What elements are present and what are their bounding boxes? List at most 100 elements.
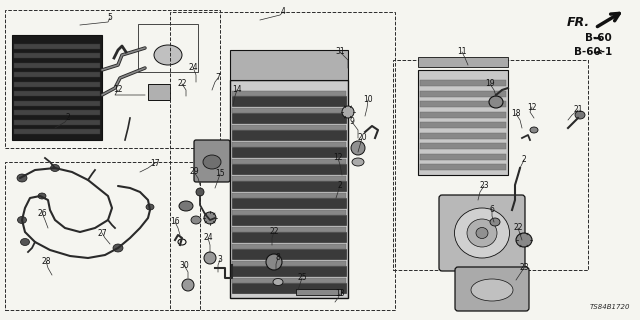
Bar [232, 215, 346, 225]
Bar [12, 35, 102, 140]
Text: 11: 11 [457, 47, 467, 57]
Bar [232, 278, 346, 283]
Bar [418, 70, 508, 175]
Bar [232, 142, 346, 147]
Text: 9: 9 [349, 117, 355, 126]
Text: 28: 28 [41, 257, 51, 266]
Ellipse shape [454, 208, 509, 258]
Bar [170, 12, 395, 310]
Text: 14: 14 [232, 85, 242, 94]
Text: 8: 8 [276, 253, 280, 262]
Bar [138, 24, 198, 72]
Bar [232, 181, 346, 191]
Ellipse shape [352, 158, 364, 166]
Ellipse shape [196, 188, 204, 196]
Text: 21: 21 [573, 106, 583, 115]
Bar [420, 122, 506, 128]
Ellipse shape [516, 233, 532, 247]
Bar [232, 227, 346, 232]
Bar [420, 154, 506, 159]
Bar [232, 283, 346, 293]
Text: 16: 16 [170, 218, 180, 227]
Bar [14, 119, 100, 124]
Text: 13: 13 [335, 290, 345, 299]
Bar [420, 111, 506, 117]
Text: 10: 10 [363, 95, 373, 105]
Text: 22: 22 [177, 79, 187, 89]
Bar [14, 72, 100, 77]
Ellipse shape [273, 278, 283, 285]
Text: 18: 18 [511, 109, 521, 118]
Text: 15: 15 [215, 170, 225, 179]
Text: 4: 4 [280, 7, 285, 17]
Ellipse shape [266, 254, 282, 270]
Bar [232, 164, 346, 174]
Ellipse shape [489, 96, 503, 108]
Text: 20: 20 [357, 133, 367, 142]
Bar [230, 80, 348, 298]
Text: 29: 29 [189, 167, 199, 177]
Bar [5, 10, 220, 148]
Ellipse shape [146, 204, 154, 210]
Bar [5, 162, 200, 310]
Ellipse shape [467, 219, 497, 247]
Text: 2: 2 [522, 156, 526, 164]
Ellipse shape [575, 111, 585, 119]
Bar [232, 108, 346, 113]
Ellipse shape [204, 212, 216, 224]
FancyBboxPatch shape [439, 195, 525, 271]
Text: 12: 12 [113, 85, 123, 94]
Ellipse shape [204, 252, 216, 264]
Bar [232, 96, 346, 106]
Ellipse shape [342, 106, 354, 118]
Bar [232, 125, 346, 130]
Bar [14, 100, 100, 106]
Text: 12: 12 [333, 154, 343, 163]
Bar [232, 198, 346, 208]
Text: 6: 6 [490, 205, 495, 214]
Bar [232, 176, 346, 181]
Bar [14, 129, 100, 134]
Text: 3: 3 [218, 255, 223, 265]
Bar [230, 50, 348, 80]
Ellipse shape [20, 238, 29, 245]
Bar [232, 266, 346, 276]
Bar [420, 143, 506, 149]
Text: 19: 19 [485, 79, 495, 89]
Bar [393, 60, 588, 270]
Bar [14, 91, 100, 96]
Bar [232, 244, 346, 249]
Bar [232, 249, 346, 259]
Text: 27: 27 [97, 228, 107, 237]
Text: 23: 23 [479, 181, 489, 190]
Bar [232, 130, 346, 140]
Text: 31: 31 [335, 47, 345, 57]
Text: 17: 17 [150, 158, 160, 167]
Ellipse shape [179, 201, 193, 211]
Bar [14, 53, 100, 58]
Bar [14, 82, 100, 86]
Text: 25: 25 [297, 274, 307, 283]
Ellipse shape [182, 279, 194, 291]
Ellipse shape [191, 216, 201, 224]
Ellipse shape [530, 127, 538, 133]
Ellipse shape [471, 279, 513, 301]
Text: 24: 24 [203, 234, 213, 243]
Ellipse shape [17, 174, 27, 182]
Bar [296, 289, 341, 295]
Text: 22: 22 [269, 228, 279, 236]
Text: 7: 7 [216, 74, 220, 83]
Bar [232, 193, 346, 198]
Ellipse shape [154, 45, 182, 65]
Bar [420, 164, 506, 170]
Ellipse shape [351, 141, 365, 155]
Bar [420, 80, 506, 86]
Ellipse shape [476, 228, 488, 238]
Bar [14, 62, 100, 68]
Bar [148, 84, 170, 100]
Text: B-60-1: B-60-1 [573, 47, 612, 57]
Text: TS84B1720: TS84B1720 [589, 304, 630, 310]
FancyBboxPatch shape [194, 140, 230, 182]
Bar [420, 132, 506, 139]
Text: 26: 26 [37, 209, 47, 218]
